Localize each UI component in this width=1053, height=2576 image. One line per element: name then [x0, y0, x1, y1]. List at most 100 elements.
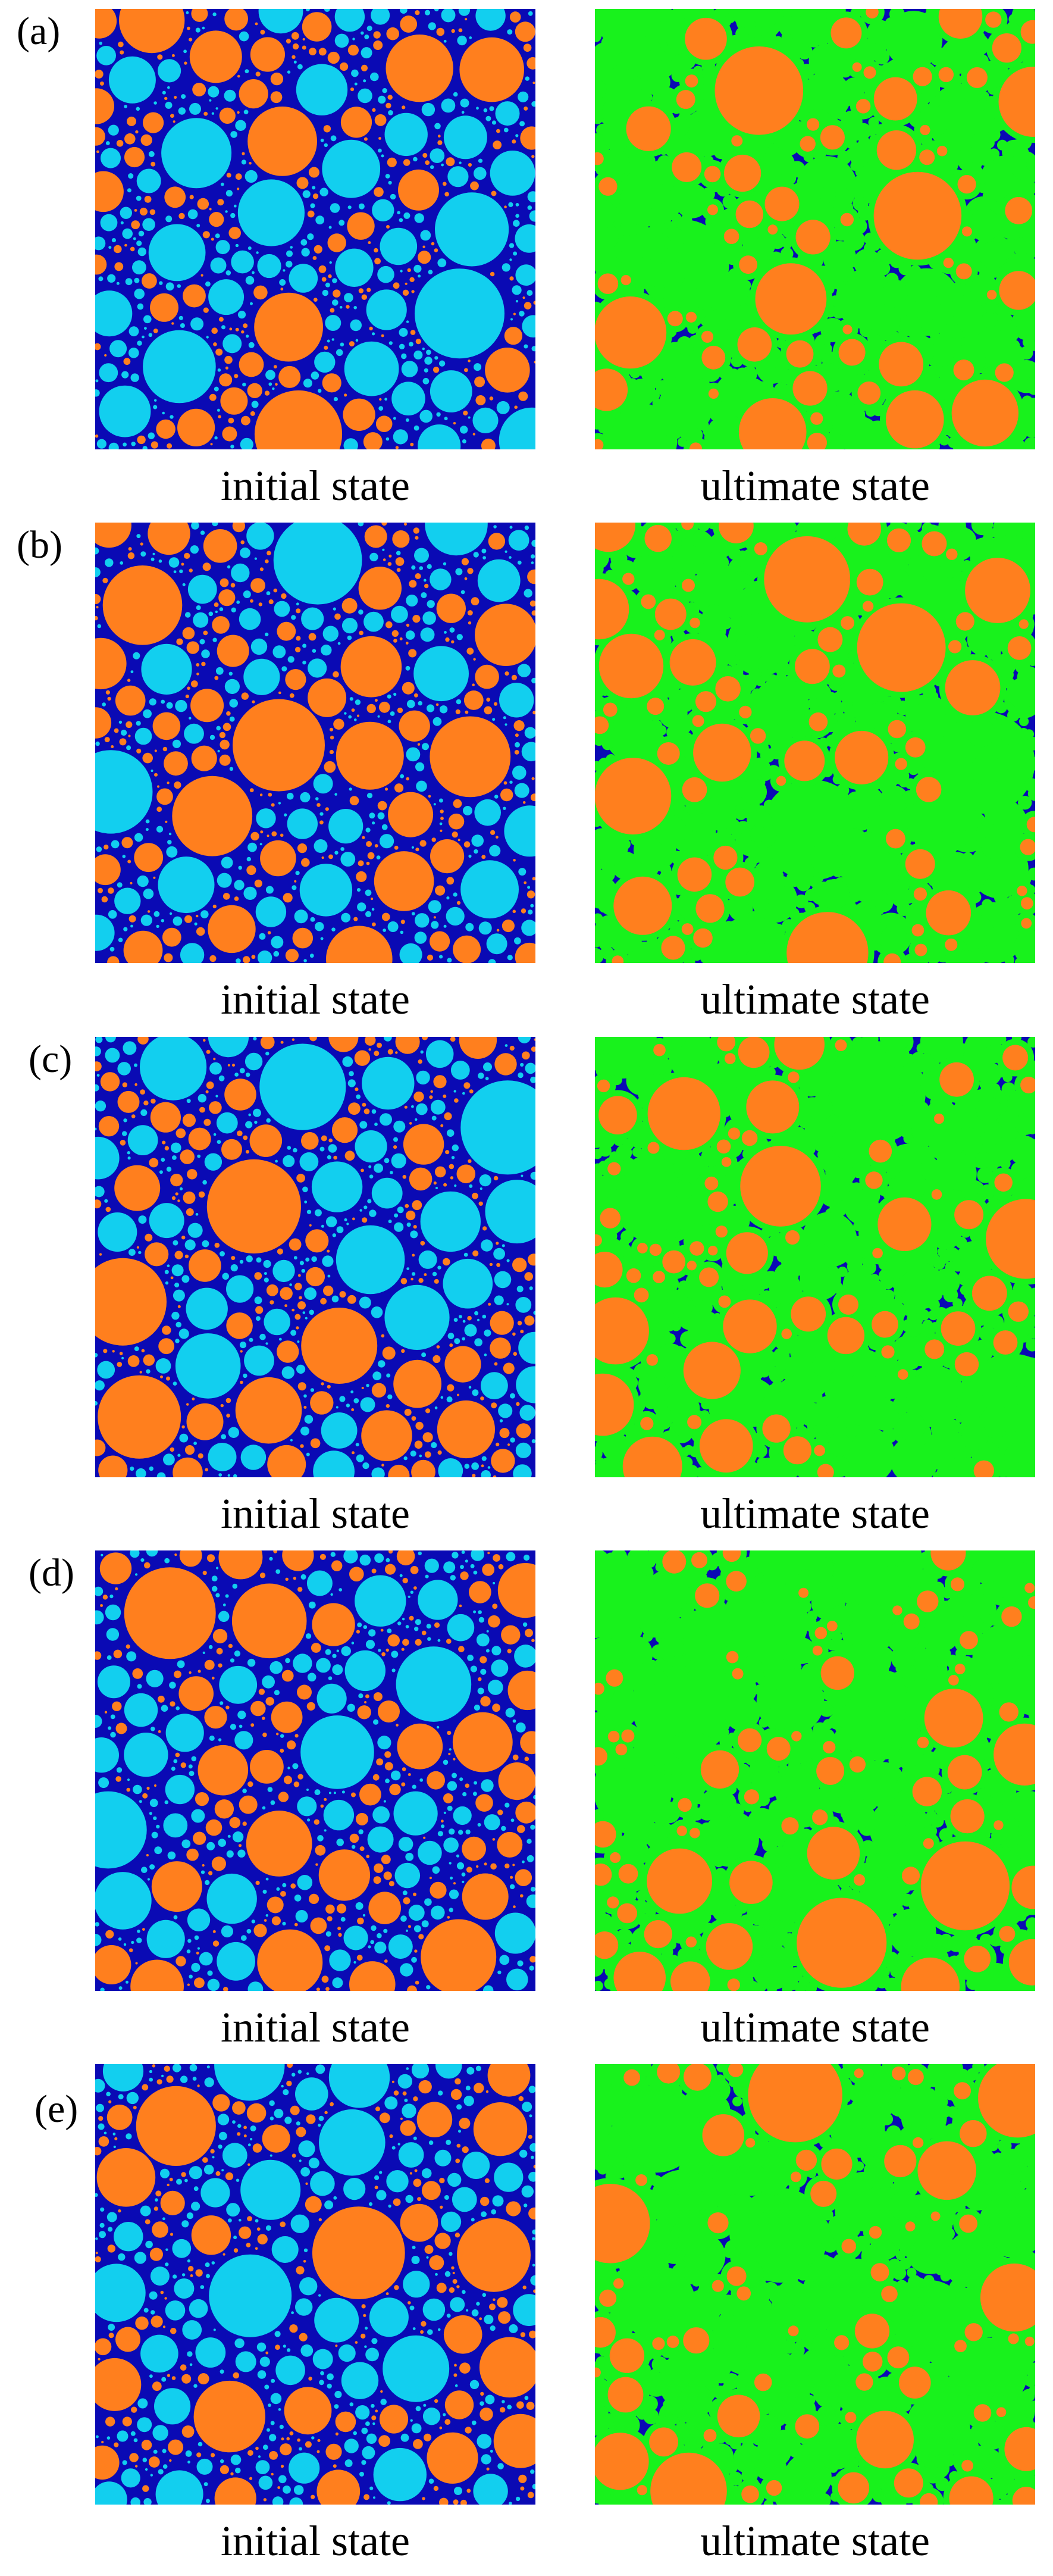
- cyan-particle-circle: [248, 246, 252, 250]
- orange-aggregate-circle: [203, 112, 208, 116]
- cyan-particle-circle: [217, 873, 232, 888]
- orange-aggregate-circle: [515, 1869, 532, 1886]
- orange-aggregate-circle: [254, 293, 323, 362]
- cyan-particle-circle: [469, 1184, 472, 1188]
- orange-aggregate-circle: [709, 389, 719, 399]
- cyan-particle-circle: [128, 1125, 158, 1155]
- green-product-region: [833, 404, 866, 437]
- cyan-particle-circle: [390, 194, 396, 200]
- cyan-particle-circle: [231, 564, 249, 582]
- orange-aggregate-circle: [108, 887, 114, 894]
- green-product-region: [753, 896, 768, 911]
- cyan-particle-circle: [317, 1835, 324, 1842]
- cyan-particle-circle: [101, 148, 121, 168]
- orange-aggregate-circle: [102, 578, 108, 583]
- orange-aggregate-circle: [283, 893, 293, 902]
- orange-aggregate-circle: [465, 711, 469, 714]
- cyan-particle-circle: [110, 947, 115, 952]
- cyan-particle-circle: [177, 1661, 185, 1668]
- cyan-particle-circle: [388, 1220, 392, 1223]
- cyan-particle-circle: [287, 793, 294, 800]
- orange-aggregate-circle: [361, 1169, 364, 1173]
- orange-aggregate-circle: [314, 245, 322, 254]
- cyan-particle-circle: [238, 179, 305, 246]
- cyan-particle-circle: [407, 700, 415, 708]
- cyan-particle-circle: [456, 699, 462, 705]
- cyan-particle-circle: [453, 92, 458, 97]
- cyan-particle-circle: [118, 938, 123, 943]
- row-label: (d): [29, 1553, 74, 1593]
- orange-aggregate-circle: [713, 846, 737, 870]
- cyan-particle-circle: [294, 1895, 302, 1902]
- orange-aggregate-circle: [209, 955, 216, 962]
- cyan-particle-circle: [129, 348, 139, 358]
- cyan-particle-circle: [382, 824, 388, 830]
- cyan-particle-circle: [146, 1670, 164, 1687]
- orange-aggregate-circle: [645, 525, 672, 552]
- cyan-particle-circle: [305, 1258, 309, 1262]
- green-product-region: [797, 877, 811, 892]
- orange-aggregate-circle: [412, 1200, 422, 1210]
- cyan-particle-circle: [167, 702, 173, 709]
- cyan-particle-circle: [332, 1296, 339, 1303]
- cyan-particle-circle: [300, 1152, 319, 1171]
- orange-aggregate-circle: [187, 1169, 197, 1179]
- cyan-particle-circle: [218, 1611, 230, 1622]
- orange-aggregate-circle: [264, 1919, 267, 1922]
- cyan-particle-circle: [520, 1063, 524, 1067]
- cyan-particle-circle: [123, 855, 126, 858]
- cyan-particle-circle: [225, 210, 227, 212]
- cyan-particle-circle: [372, 332, 375, 335]
- cyan-particle-circle: [149, 1812, 152, 1815]
- orange-aggregate-circle: [607, 1162, 620, 1176]
- orange-aggregate-circle: [449, 1164, 455, 1170]
- cyan-particle-circle: [479, 921, 492, 934]
- cyan-particle-circle: [332, 1977, 343, 1988]
- cyan-particle-circle: [226, 1276, 253, 1303]
- orange-aggregate-circle: [321, 1136, 327, 1142]
- cyan-particle-circle: [245, 69, 249, 73]
- cyan-particle-circle: [218, 1473, 222, 1477]
- cyan-particle-circle: [166, 846, 177, 858]
- cyan-particle-circle: [174, 570, 177, 573]
- cyan-particle-circle: [233, 1831, 243, 1842]
- cyan-particle-circle: [518, 868, 526, 876]
- orange-aggregate-circle: [137, 1246, 139, 1249]
- orange-aggregate-circle: [324, 761, 336, 773]
- cyan-particle-circle: [170, 912, 172, 915]
- orange-aggregate-circle: [325, 1987, 330, 1991]
- cyan-particle-circle: [302, 661, 306, 664]
- orange-aggregate-circle: [121, 837, 133, 848]
- cyan-particle-circle: [357, 888, 361, 892]
- cyan-particle-circle: [315, 215, 324, 224]
- cyan-particle-circle: [352, 1642, 355, 1645]
- orange-aggregate-circle: [667, 311, 683, 326]
- orange-aggregate-circle: [160, 1375, 163, 1378]
- cyan-particle-circle: [289, 1283, 292, 1286]
- green-product-region: [929, 692, 938, 701]
- green-product-region: [885, 1256, 908, 1279]
- orange-aggregate-circle: [490, 1263, 493, 1266]
- orange-aggregate-circle: [100, 1604, 103, 1607]
- orange-aggregate-circle: [480, 1396, 484, 1400]
- orange-aggregate-circle: [117, 140, 124, 147]
- green-product-region: [909, 1375, 934, 1400]
- orange-aggregate-circle: [171, 1277, 174, 1280]
- cyan-particle-circle: [156, 925, 159, 928]
- cyan-particle-circle: [462, 439, 466, 443]
- cyan-particle-circle: [447, 1781, 457, 1790]
- orange-aggregate-circle: [374, 1864, 383, 1873]
- cyan-particle-circle: [106, 1628, 119, 1640]
- orange-aggregate-circle: [379, 702, 390, 713]
- cyan-particle-circle: [413, 351, 422, 359]
- cyan-particle-circle: [472, 408, 498, 433]
- cyan-particle-circle: [400, 931, 404, 934]
- orange-aggregate-circle: [226, 1398, 231, 1403]
- orange-aggregate-circle: [309, 1224, 312, 1227]
- cyan-particle-circle: [465, 1324, 477, 1337]
- cyan-particle-circle: [101, 214, 118, 232]
- cyan-particle-circle: [397, 1621, 401, 1625]
- cyan-particle-circle: [336, 1226, 405, 1295]
- green-product-region: [845, 662, 857, 675]
- orange-aggregate-circle: [196, 915, 198, 917]
